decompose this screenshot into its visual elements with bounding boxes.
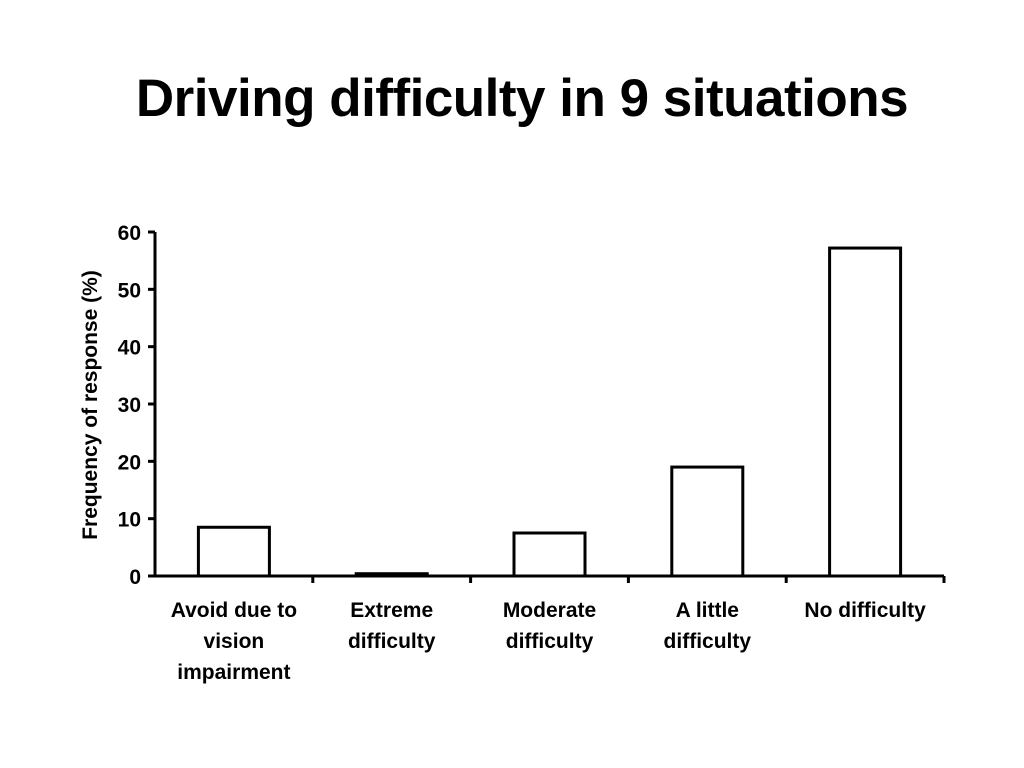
x-category-label: No difficulty: [804, 599, 926, 622]
y-tick-label: 10: [118, 509, 141, 532]
bars: [196, 246, 903, 578]
y-tick-labels: 0 10 20 30 40 50 60: [118, 222, 141, 589]
y-tick-label: 50: [118, 279, 141, 302]
x-category-labels: Avoid due to vision impairment Extreme diffi…: [171, 599, 926, 684]
y-axis-title: Frequency of response (%): [79, 270, 102, 540]
y-tick-label: 0: [129, 566, 141, 589]
y-tick-label: 40: [118, 337, 141, 360]
x-category-label: Extreme difficulty: [348, 599, 436, 653]
chart-title: Driving difficulty in 9 situations: [135, 69, 909, 128]
x-category-label-line: impairment: [177, 661, 290, 684]
x-category-label: Moderate difficulty: [503, 599, 596, 653]
bar: [670, 465, 745, 578]
bar: [512, 531, 587, 578]
y-tick-label: 20: [118, 451, 141, 474]
x-category-label-line: difficulty: [664, 630, 752, 653]
x-category-label-line: difficulty: [348, 630, 436, 653]
x-category-label-line: difficulty: [506, 630, 594, 653]
y-tick-label: 60: [118, 222, 141, 245]
x-category-label-line: A little: [676, 599, 739, 622]
x-category-label-line: Extreme: [350, 599, 433, 622]
x-category-label: Avoid due to vision impairment: [171, 599, 297, 684]
bar: [828, 246, 903, 578]
x-category-label-line: vision: [204, 630, 265, 653]
bar: [354, 572, 429, 578]
x-category-label-line: No difficulty: [804, 599, 926, 622]
bar: [196, 525, 271, 578]
y-tick-label: 30: [118, 394, 141, 417]
x-category-label-line: Moderate: [503, 599, 596, 622]
x-category-label-line: Avoid due to: [171, 599, 297, 622]
x-category-label: A little difficulty: [664, 599, 752, 653]
